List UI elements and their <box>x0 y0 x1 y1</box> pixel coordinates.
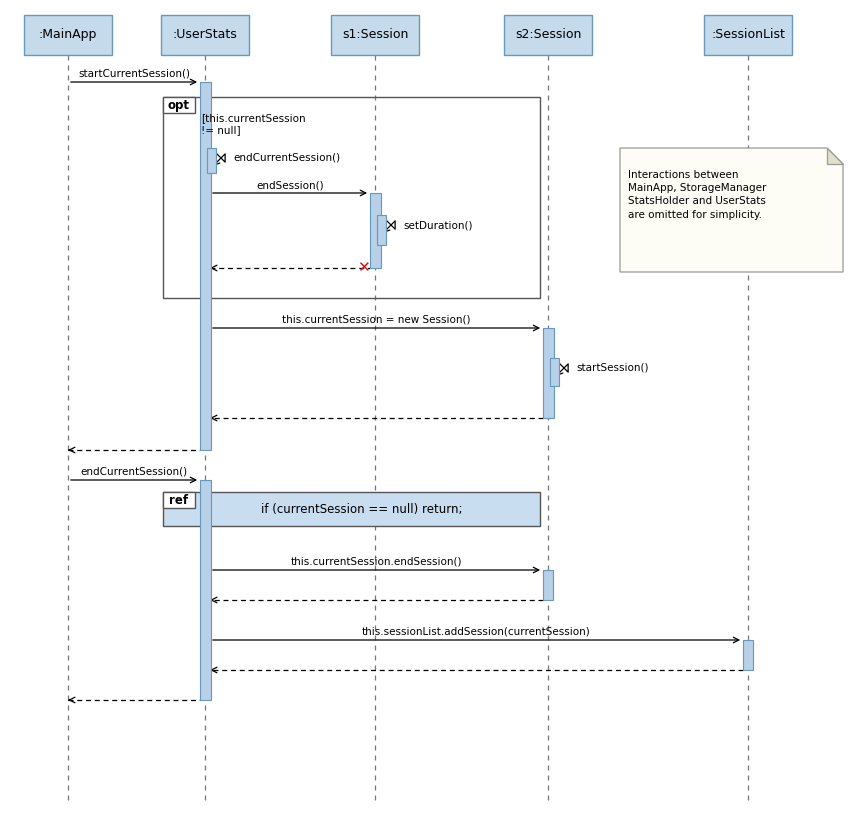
Text: opt: opt <box>168 98 190 111</box>
Bar <box>163 97 540 298</box>
Text: [this.currentSession
!= null]: [this.currentSession != null] <box>201 113 305 135</box>
Polygon shape <box>827 148 843 164</box>
Text: startCurrentSession(): startCurrentSession() <box>78 69 190 79</box>
Text: s2:Session: s2:Session <box>515 28 581 41</box>
Text: ref: ref <box>169 493 189 506</box>
Text: this.sessionList.addSession(currentSession): this.sessionList.addSession(currentSessi… <box>362 627 591 637</box>
Text: endCurrentSession(): endCurrentSession() <box>81 467 188 477</box>
Bar <box>161 15 249 55</box>
Text: endSession(): endSession() <box>257 180 323 190</box>
Bar <box>542 328 553 418</box>
Polygon shape <box>620 148 843 272</box>
Text: Interactions between
MainApp, StorageManager
StatsHolder and UserStats
are omitt: Interactions between MainApp, StorageMan… <box>628 170 766 220</box>
Text: :SessionList: :SessionList <box>711 28 785 41</box>
Bar <box>704 15 792 55</box>
Bar <box>163 97 195 113</box>
Bar <box>200 480 210 700</box>
Text: startSession(): startSession() <box>576 363 649 373</box>
Text: this.currentSession.endSession(): this.currentSession.endSession() <box>291 557 462 567</box>
Text: ✕: ✕ <box>357 260 370 276</box>
Text: s1:Session: s1:Session <box>341 28 408 41</box>
Bar <box>163 492 540 526</box>
Text: :MainApp: :MainApp <box>39 28 97 41</box>
Text: this.currentSession = new Session(): this.currentSession = new Session() <box>282 315 471 325</box>
Bar <box>200 82 210 450</box>
Bar <box>331 15 419 55</box>
Text: if (currentSession == null) return;: if (currentSession == null) return; <box>261 502 462 515</box>
Bar <box>207 148 215 173</box>
Bar <box>543 570 553 600</box>
Bar <box>549 358 559 386</box>
Bar <box>24 15 112 55</box>
Bar <box>504 15 592 55</box>
Bar <box>743 640 753 670</box>
Bar <box>377 215 385 245</box>
Text: :UserStats: :UserStats <box>172 28 238 41</box>
Bar <box>370 193 380 268</box>
Text: setDuration(): setDuration() <box>403 220 473 230</box>
Text: endCurrentSession(): endCurrentSession() <box>233 153 340 163</box>
Bar <box>163 492 195 508</box>
